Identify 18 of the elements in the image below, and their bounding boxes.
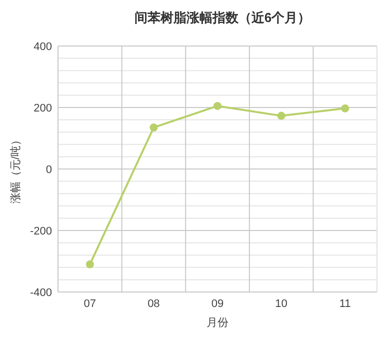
x-axis-title: 月份 bbox=[206, 317, 228, 329]
x-tick-label: 07 bbox=[84, 298, 96, 310]
y-tick-label: 400 bbox=[34, 41, 52, 53]
x-tick-label: 08 bbox=[148, 298, 160, 310]
y-tick-label: 200 bbox=[34, 102, 52, 114]
x-tick-label: 10 bbox=[275, 298, 288, 310]
point bbox=[150, 123, 158, 132]
point bbox=[86, 260, 94, 268]
y-tick-label: 0 bbox=[46, 164, 52, 176]
y-tick-label: -200 bbox=[30, 226, 52, 238]
x-tick-label: 11 bbox=[339, 298, 351, 310]
x-tick-label: 09 bbox=[211, 298, 224, 310]
y-tick-label: -400 bbox=[30, 287, 52, 299]
point bbox=[214, 102, 222, 110]
y-axis-title: 涨幅（元/吨） bbox=[9, 134, 22, 204]
point bbox=[277, 112, 286, 120]
point bbox=[341, 104, 350, 112]
chart-title: 间苯树脂涨幅指数（近6个月） bbox=[134, 10, 311, 25]
